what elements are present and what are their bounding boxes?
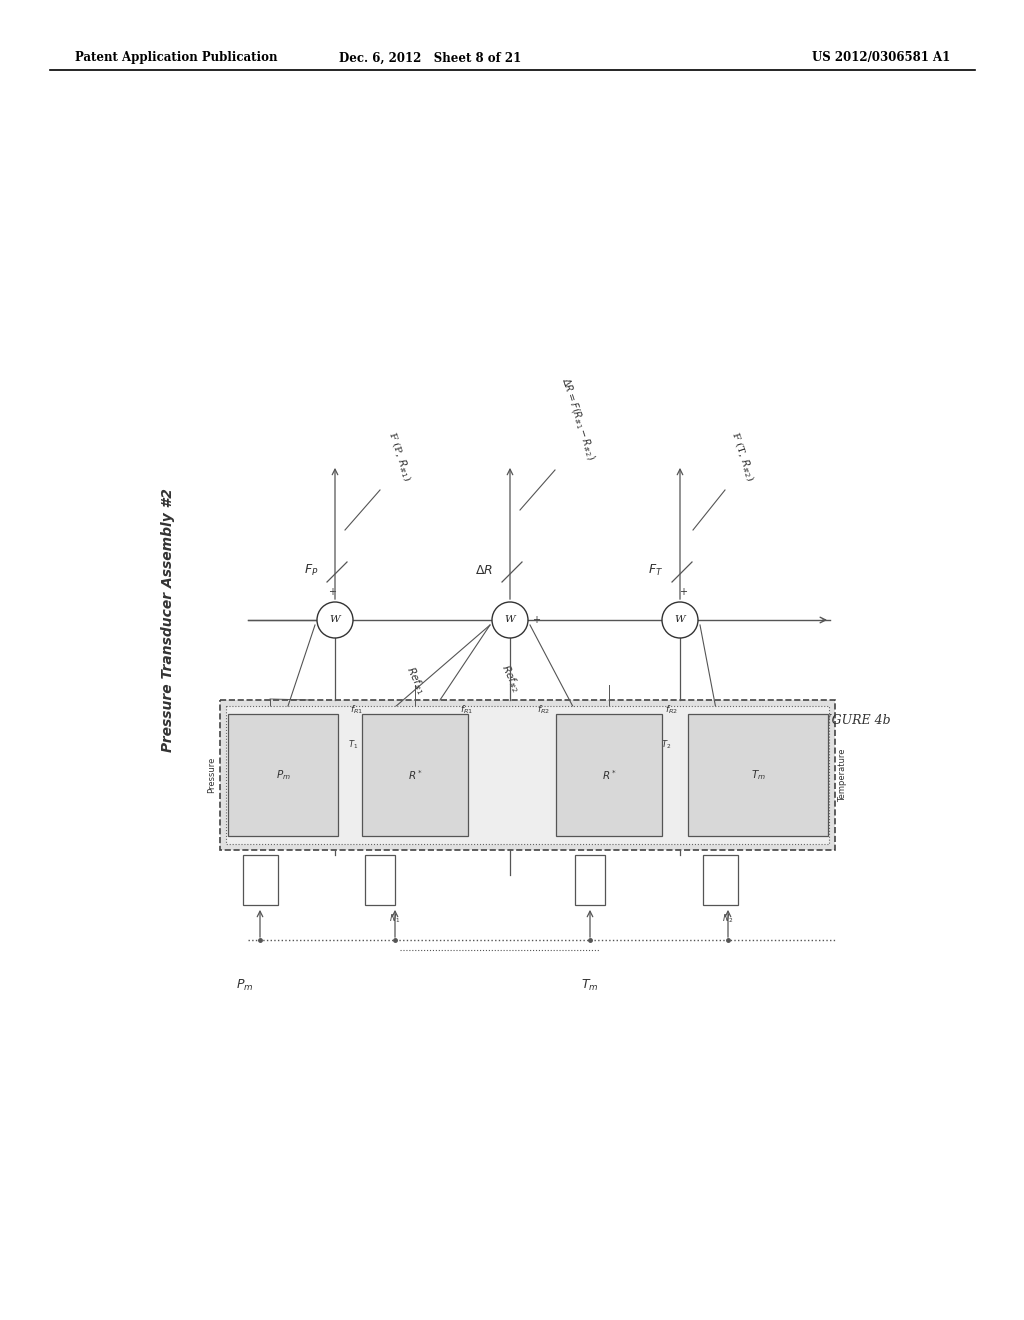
Text: $T_m$: $T_m$ — [751, 768, 766, 781]
Text: $f_{R1}$: $f_{R1}$ — [460, 704, 473, 717]
Text: Pressure: Pressure — [208, 756, 216, 793]
Bar — [243, 855, 278, 906]
Circle shape — [317, 602, 353, 638]
Text: $\Delta R = F(R_{\#1} - R_{\#2})$: $\Delta R = F(R_{\#1} - R_{\#2})$ — [558, 376, 598, 462]
Text: -: - — [480, 615, 484, 624]
Text: $T_1$: $T_1$ — [348, 739, 358, 751]
Circle shape — [662, 602, 698, 638]
Text: FIGURE 4b: FIGURE 4b — [818, 714, 891, 726]
Text: W: W — [330, 615, 340, 624]
Bar — [575, 855, 605, 906]
Text: $R^*$: $R^*$ — [408, 768, 422, 781]
Bar — [228, 714, 338, 836]
Text: $R^*$: $R^*$ — [602, 768, 616, 781]
Text: -: - — [358, 615, 361, 624]
Text: +: + — [328, 587, 336, 597]
Text: F (P, $R_{\#1}$): F (P, $R_{\#1}$) — [385, 429, 414, 483]
Text: Dec. 6, 2012   Sheet 8 of 21: Dec. 6, 2012 Sheet 8 of 21 — [339, 51, 521, 65]
Text: $P_m$: $P_m$ — [237, 978, 254, 993]
Text: $f_{R2}$: $f_{R2}$ — [537, 704, 550, 717]
Text: $\Delta R$: $\Delta R$ — [475, 564, 493, 577]
Text: $f_{R2}$: $f_{R2}$ — [665, 704, 678, 717]
Bar — [556, 714, 662, 836]
Text: $Ref_{\#2}$: $Ref_{\#2}$ — [498, 661, 522, 694]
Text: -: - — [652, 615, 656, 624]
Text: US 2012/0306581 A1: US 2012/0306581 A1 — [812, 51, 950, 65]
Bar — [220, 700, 835, 850]
Text: $F_P$: $F_P$ — [303, 562, 318, 578]
Text: W: W — [505, 615, 515, 624]
Text: $F_T$: $F_T$ — [648, 562, 663, 578]
Text: W: W — [675, 615, 685, 624]
Text: +: + — [532, 615, 540, 624]
Text: $N_1$: $N_1$ — [389, 912, 400, 925]
Text: $P_m$: $P_m$ — [275, 768, 291, 781]
Text: $f_{R1}$: $f_{R1}$ — [350, 704, 364, 717]
Text: $f_T$: $f_T$ — [811, 718, 820, 730]
Text: Pressure Transducer Assembly #2: Pressure Transducer Assembly #2 — [161, 488, 175, 752]
Text: +: + — [679, 587, 687, 597]
Text: Patent Application Publication: Patent Application Publication — [75, 51, 278, 65]
Text: $T_m$: $T_m$ — [582, 978, 599, 993]
Bar — [688, 714, 828, 836]
Text: Temperature: Temperature — [839, 748, 848, 801]
Circle shape — [492, 602, 528, 638]
Text: $Ref_{\#1}$: $Ref_{\#1}$ — [402, 664, 427, 696]
Text: $N_2$: $N_2$ — [722, 912, 734, 925]
Bar — [362, 714, 468, 836]
Text: $f_P$: $f_P$ — [231, 718, 240, 730]
Bar — [226, 706, 829, 843]
Bar — [702, 855, 737, 906]
Bar — [365, 855, 395, 906]
Text: F (T, $R_{\#2}$): F (T, $R_{\#2}$) — [728, 430, 757, 483]
Text: $T_2$: $T_2$ — [660, 739, 671, 751]
